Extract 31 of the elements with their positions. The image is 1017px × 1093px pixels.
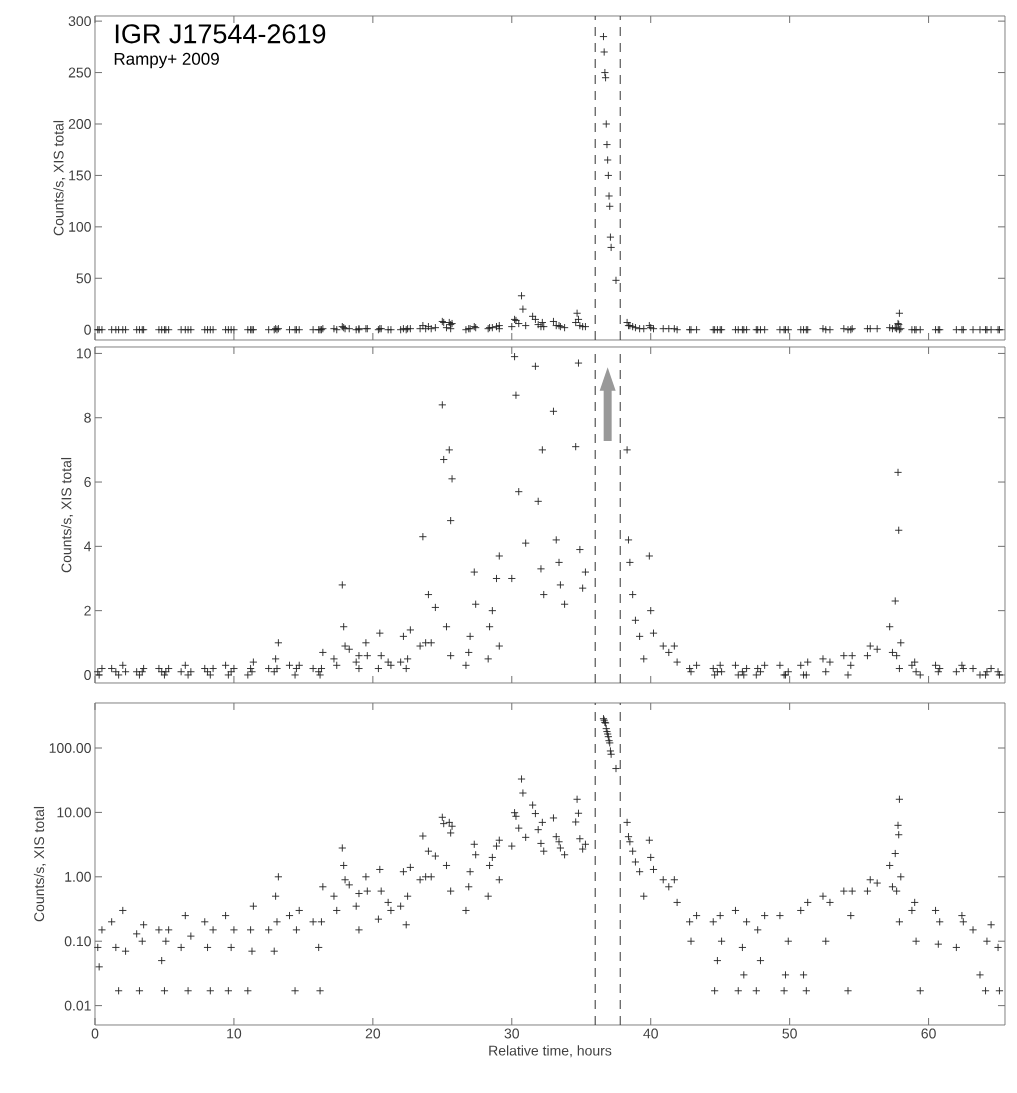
- x-tick-label: 60: [921, 1028, 936, 1039]
- y-tick-label: 200: [68, 119, 91, 129]
- x-tick-label: 40: [643, 1028, 658, 1039]
- y-axis-title: Counts/s, XIS total: [61, 457, 74, 573]
- y-tick-label: 10: [76, 348, 91, 359]
- y-tick-label: 250: [68, 67, 91, 78]
- y-tick-label: 1.00: [65, 871, 91, 882]
- y-tick-label: 2: [84, 605, 91, 616]
- y-tick-label: 0: [84, 324, 91, 335]
- y-tick-label: 100.00: [49, 743, 91, 753]
- y-tick-label: 6: [84, 477, 91, 487]
- y-tick-label: 8: [84, 412, 91, 423]
- chart-title: IGR J17544-2619: [115, 24, 326, 44]
- x-tick-label: 0: [91, 1028, 99, 1039]
- y-tick-label: 300: [68, 16, 91, 27]
- x-tick-label: 30: [504, 1028, 520, 1039]
- y-tick-label: 150: [69, 170, 91, 181]
- x-axis-title: Relative time, hours: [489, 1045, 612, 1058]
- x-tick-label: 50: [782, 1028, 797, 1039]
- y-tick-label: 0.10: [64, 936, 91, 947]
- x-tick-label: 20: [365, 1028, 381, 1039]
- x-tick-label: 10: [227, 1028, 242, 1039]
- y-tick-label: 4: [83, 541, 92, 552]
- y-axis-title: Counts/s, XIS total: [33, 806, 46, 922]
- y-tick-label: 10.00: [57, 807, 91, 818]
- y-axis-title: Counts/s, XIS total: [53, 120, 66, 236]
- y-tick-label: 0: [84, 669, 91, 680]
- y-tick-label: 50: [76, 273, 91, 284]
- text: Rampy+ 2009: [114, 52, 219, 69]
- y-tick-label: 0.01: [64, 1000, 91, 1011]
- y-tick-label: 100: [69, 221, 91, 232]
